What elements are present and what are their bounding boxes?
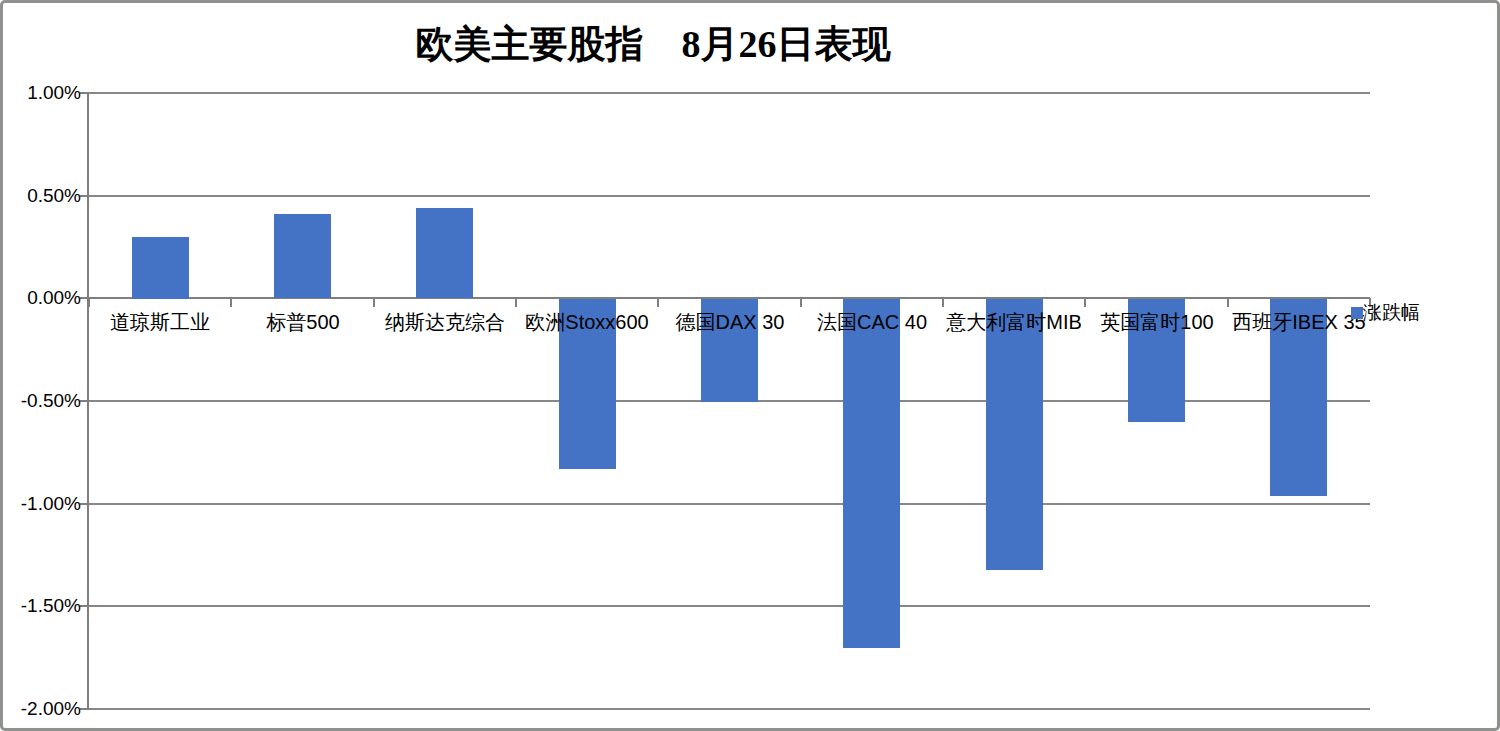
x-axis-label: 纳斯达克综合 — [385, 311, 505, 334]
y-axis-label: -2.00% — [3, 698, 81, 720]
gridline — [89, 708, 1370, 710]
x-axis-tick — [657, 298, 659, 307]
legend-series-label: 涨跌幅 — [1363, 302, 1420, 324]
y-axis-label: 1.00% — [3, 82, 81, 104]
y-axis-label: 0.00% — [3, 287, 81, 309]
x-axis-label: 英国富时100 — [1100, 311, 1213, 334]
gridline — [89, 503, 1370, 505]
x-axis-label: 法国CAC 40 — [817, 311, 927, 334]
x-axis-label: 德国DAX 30 — [676, 311, 785, 334]
x-axis-label: 西班牙IBEX 35 — [1232, 311, 1365, 334]
gridline — [89, 92, 1370, 94]
legend-marker-icon — [1351, 307, 1363, 319]
y-axis-label: -0.50% — [3, 390, 81, 412]
y-axis-label: -1.50% — [3, 595, 81, 617]
y-axis-label: 0.50% — [3, 185, 81, 207]
bar-1 — [274, 214, 331, 298]
x-axis-label: 欧洲Stoxx600 — [525, 311, 648, 334]
x-axis-tick — [800, 298, 802, 307]
y-axis-line — [87, 92, 89, 710]
gridline — [89, 195, 1370, 197]
bar-0 — [132, 237, 189, 299]
chart-title: 欧美主要股指 8月26日表现 — [3, 21, 1303, 67]
x-axis-tick — [1084, 298, 1086, 307]
gridline — [89, 605, 1370, 607]
bar-2 — [416, 208, 473, 298]
bar-6 — [986, 299, 1043, 570]
x-axis-tick — [88, 298, 90, 307]
bar-5 — [843, 299, 900, 648]
y-axis-label: -1.00% — [3, 493, 81, 515]
x-axis-tick — [515, 298, 517, 307]
x-axis-tick — [373, 298, 375, 307]
x-axis-tick — [230, 298, 232, 307]
x-axis-tick — [1227, 298, 1229, 307]
x-axis-label: 标普500 — [266, 311, 339, 334]
x-axis-label: 道琼斯工业 — [110, 311, 210, 334]
x-axis-label: 意大利富时MIB — [946, 311, 1082, 334]
chart-canvas: 欧美主要股指 8月26日表现 涨跌幅 1.00% 0.50% 0.00% -0.50%… — [0, 0, 1500, 731]
x-axis-tick — [942, 298, 944, 307]
legend: 涨跌幅 — [1351, 302, 1420, 324]
